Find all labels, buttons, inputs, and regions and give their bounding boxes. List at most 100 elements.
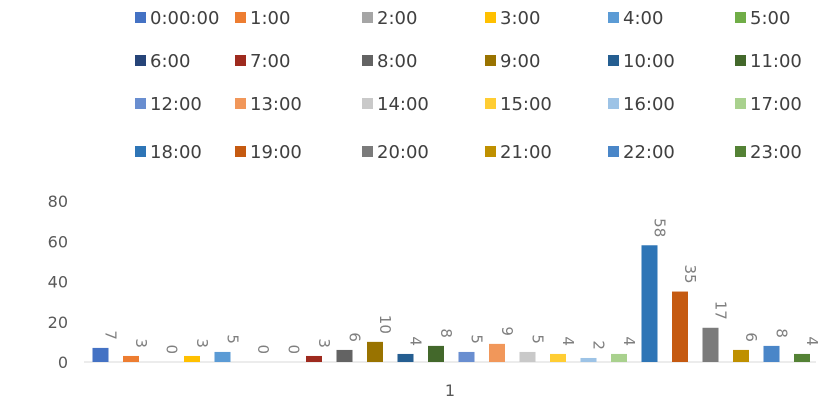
bar	[641, 245, 658, 362]
bar	[458, 351, 475, 362]
data-label: 8	[437, 328, 455, 338]
legend-item: 8:00	[362, 51, 417, 72]
bar	[580, 357, 597, 362]
legend-swatch	[235, 98, 246, 109]
bar	[92, 347, 109, 362]
y-tick-label: 0	[58, 353, 68, 372]
data-label: 0	[285, 344, 303, 354]
bar	[214, 351, 231, 362]
legend-label: 17:00	[750, 94, 802, 115]
bar	[672, 291, 688, 362]
legend-label: 0:00:00	[150, 8, 219, 29]
legend-swatch	[608, 55, 619, 66]
data-label: 58	[651, 218, 669, 237]
bar	[184, 355, 200, 362]
data-label: 4	[407, 336, 425, 346]
legend-label: 7:00	[250, 51, 290, 72]
data-label: 0	[254, 344, 272, 354]
legend-swatch	[135, 98, 146, 109]
legend-swatch	[235, 55, 246, 66]
x-tick-label: 1	[445, 381, 455, 399]
bar	[611, 353, 627, 362]
legend-item: 23:00	[735, 142, 802, 163]
legend-item: 20:00	[362, 142, 429, 163]
bar	[794, 353, 810, 362]
data-label: 5	[529, 334, 547, 344]
legend-label: 21:00	[500, 142, 552, 163]
data-label: 2	[590, 340, 608, 350]
legend-label: 23:00	[750, 142, 802, 163]
legend-item: 19:00	[235, 142, 302, 163]
bar	[306, 355, 322, 362]
data-label: 8	[773, 328, 791, 338]
legend-item: 10:00	[608, 51, 675, 72]
legend-label: 6:00	[150, 51, 190, 72]
bar	[489, 343, 505, 362]
legend-swatch	[735, 146, 746, 157]
legend-swatch	[135, 146, 146, 157]
bar	[702, 327, 719, 362]
legend-item: 15:00	[485, 94, 552, 115]
data-label: 4	[559, 336, 577, 346]
data-label: 5	[468, 334, 486, 344]
data-label: 3	[132, 338, 150, 348]
legend-item: 0:00:00	[135, 8, 219, 29]
y-tick-label: 20	[48, 313, 68, 332]
bar	[367, 341, 383, 362]
legend-item: 21:00	[485, 142, 552, 163]
legend-swatch	[485, 98, 496, 109]
legend-item: 12:00	[135, 94, 202, 115]
data-label: 3	[315, 338, 333, 348]
legend-label: 1:00	[250, 8, 290, 29]
legend-swatch	[135, 12, 146, 23]
data-label: 10	[376, 315, 394, 334]
legend-label: 3:00	[500, 8, 540, 29]
legend-swatch	[362, 55, 373, 66]
bar	[397, 353, 414, 362]
data-label: 6	[742, 332, 760, 342]
legend-item: 13:00	[235, 94, 302, 115]
bar	[763, 345, 780, 362]
legend-swatch	[485, 146, 496, 157]
legend-swatch	[235, 146, 246, 157]
legend-label: 15:00	[500, 94, 552, 115]
bars-group	[92, 245, 810, 362]
legend-item: 11:00	[735, 51, 802, 72]
legend-swatch	[485, 55, 496, 66]
legend-label: 5:00	[750, 8, 790, 29]
y-tick-label: 60	[48, 232, 68, 251]
legend-label: 18:00	[150, 142, 202, 163]
legend-label: 12:00	[150, 94, 202, 115]
data-label: 4	[620, 336, 638, 346]
legend-item: 16:00	[608, 94, 675, 115]
legend-label: 8:00	[377, 51, 417, 72]
y-tick-label: 80	[48, 192, 68, 211]
legend-swatch	[362, 12, 373, 23]
legend-swatch	[485, 12, 496, 23]
legend-item: 9:00	[485, 51, 540, 72]
legend-item: 22:00	[608, 142, 675, 163]
bar	[428, 345, 444, 362]
data-label: 5	[224, 334, 242, 344]
legend-label: 20:00	[377, 142, 429, 163]
legend-item: 1:00	[235, 8, 290, 29]
legend-swatch	[735, 98, 746, 109]
y-axis: 0 20 40 60 80	[48, 192, 68, 372]
legend-item: 18:00	[135, 142, 202, 163]
data-label: 0	[163, 344, 181, 354]
data-label: 4	[803, 336, 821, 346]
legend-item: 5:00	[735, 8, 790, 29]
legend-item: 7:00	[235, 51, 290, 72]
legend-swatch	[608, 12, 619, 23]
legend-item: 6:00	[135, 51, 190, 72]
legend-label: 11:00	[750, 51, 802, 72]
legend-swatch	[608, 98, 619, 109]
legend-item: 17:00	[735, 94, 802, 115]
legend-swatch	[135, 55, 146, 66]
bar	[550, 353, 566, 362]
legend-label: 16:00	[623, 94, 675, 115]
legend-label: 9:00	[500, 51, 540, 72]
legend-label: 22:00	[623, 142, 675, 163]
legend-item: 2:00	[362, 8, 417, 29]
